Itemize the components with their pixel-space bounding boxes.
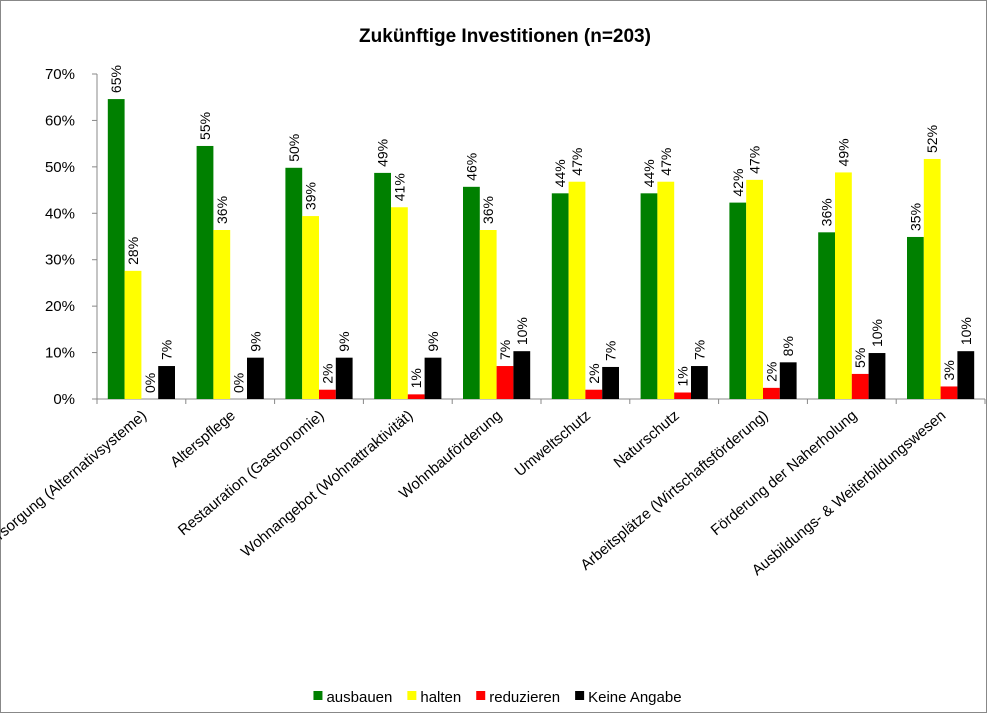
- legend-swatch: [407, 691, 417, 700]
- bar: [374, 172, 391, 399]
- legend-swatch: [476, 691, 486, 700]
- value-label: 52%: [924, 125, 940, 153]
- y-tick-label: 10%: [45, 345, 75, 362]
- bar: [640, 193, 658, 399]
- value-label: 8%: [780, 336, 796, 356]
- legend-label: Keine Angabe: [588, 689, 681, 706]
- bar: [319, 389, 336, 399]
- value-label: 36%: [214, 196, 230, 224]
- bar: [657, 181, 675, 399]
- y-tick-label: 50%: [45, 159, 75, 176]
- value-label: 7%: [159, 340, 175, 360]
- y-tick-label: 20%: [45, 298, 75, 315]
- value-label: 7%: [603, 341, 619, 361]
- bar: [107, 99, 125, 400]
- value-label: 36%: [480, 196, 496, 224]
- value-label: 9%: [336, 331, 352, 351]
- value-label: 5%: [852, 348, 868, 368]
- value-label: 39%: [303, 182, 319, 210]
- bar: [407, 394, 425, 399]
- value-label: 9%: [425, 331, 441, 351]
- value-label: 44%: [552, 159, 568, 187]
- bar: [907, 236, 924, 399]
- y-tick-label: 30%: [45, 252, 75, 269]
- bar: [285, 167, 303, 399]
- bar: [940, 386, 958, 399]
- bar: [923, 158, 941, 399]
- legend-label: ausbauen: [326, 689, 392, 706]
- value-label: 28%: [125, 237, 141, 265]
- value-label: 55%: [197, 112, 213, 140]
- bar: [496, 366, 514, 399]
- value-label: 44%: [641, 159, 657, 187]
- bar: [424, 357, 442, 399]
- value-label: 0%: [231, 373, 247, 393]
- bar: [818, 232, 835, 399]
- value-label: 47%: [658, 148, 674, 176]
- value-label: 49%: [375, 139, 391, 167]
- value-label: 50%: [286, 134, 302, 162]
- bar: [391, 207, 408, 399]
- y-tick-label: 70%: [45, 66, 75, 83]
- value-label: 1%: [675, 366, 691, 386]
- legend-swatch: [313, 691, 323, 700]
- value-label: 47%: [747, 146, 763, 174]
- bar: [247, 357, 264, 399]
- bar: [585, 389, 603, 399]
- value-label: 2%: [319, 363, 335, 383]
- value-label: 10%: [514, 317, 530, 345]
- bar: [674, 392, 691, 399]
- value-label: 42%: [730, 169, 746, 197]
- bar: [124, 270, 142, 399]
- y-tick-label: 60%: [45, 112, 75, 129]
- value-label: 1%: [408, 368, 424, 388]
- value-label: 46%: [463, 153, 479, 181]
- value-label: 2%: [763, 362, 779, 382]
- bar: [302, 216, 319, 399]
- value-label: 49%: [835, 138, 851, 166]
- bar: [691, 366, 708, 399]
- bar: [213, 230, 231, 399]
- value-label: 7%: [691, 340, 707, 360]
- value-label: 2%: [586, 363, 602, 383]
- bar: [868, 353, 886, 399]
- value-label: 47%: [569, 148, 585, 176]
- bar: [779, 362, 797, 399]
- value-label: 10%: [869, 319, 885, 347]
- value-label: 3%: [941, 360, 957, 380]
- legend-label: reduzieren: [489, 689, 560, 706]
- bar: [479, 230, 497, 399]
- bar: [513, 351, 531, 399]
- value-label: 0%: [142, 373, 158, 393]
- legend-label: halten: [420, 689, 461, 706]
- bar: [196, 145, 214, 399]
- bar: [602, 366, 619, 399]
- bar: [158, 366, 175, 399]
- value-label: 65%: [108, 65, 124, 93]
- legend-swatch: [575, 691, 585, 700]
- y-tick-label: 40%: [45, 205, 75, 222]
- bar: [463, 186, 480, 399]
- y-tick-label: 0%: [53, 391, 75, 408]
- bar: [763, 387, 780, 399]
- value-label: 9%: [247, 331, 263, 351]
- value-label: 7%: [497, 340, 513, 360]
- chart-title: Zukünftige Investitionen (n=203): [359, 26, 651, 47]
- bar: [957, 351, 975, 399]
- bar: [551, 193, 569, 399]
- bar: [746, 179, 763, 399]
- bar: [851, 373, 869, 399]
- value-label: 35%: [907, 203, 923, 231]
- bar: [568, 181, 586, 399]
- bar: [835, 172, 852, 399]
- value-label: 10%: [958, 317, 974, 345]
- value-label: 36%: [819, 198, 835, 226]
- bar: [729, 202, 747, 399]
- bar: [335, 357, 353, 399]
- value-label: 41%: [391, 173, 407, 201]
